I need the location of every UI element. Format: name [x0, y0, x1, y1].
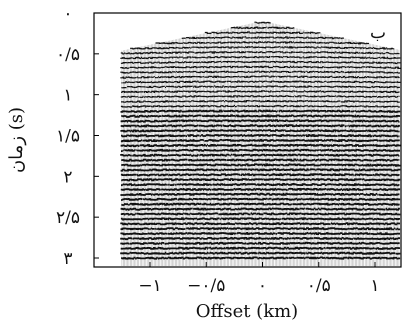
- reflector: [120, 138, 400, 143]
- reflector: [120, 119, 400, 123]
- reflector: [130, 46, 395, 50]
- reflector: [181, 36, 344, 40]
- reflector: [120, 75, 400, 79]
- x-tick-label: ۰: [258, 276, 267, 296]
- reflector: [230, 26, 295, 29]
- panel-label: ب: [370, 23, 386, 43]
- reflector: [121, 197, 401, 201]
- reflector: [120, 109, 401, 113]
- seismic-gather: [120, 21, 401, 266]
- reflector: [120, 129, 400, 133]
- reflector: [120, 192, 400, 196]
- x-tick-label: −۰/۵: [187, 276, 225, 296]
- reflector: [120, 251, 401, 255]
- reflector: [120, 124, 400, 128]
- reflector: [120, 95, 400, 98]
- reflector: [120, 232, 400, 236]
- reflector: [120, 168, 401, 172]
- reflector: [121, 100, 400, 103]
- x-tick-label: ۰/۵: [307, 276, 331, 296]
- reflector: [120, 70, 400, 74]
- reflector: [120, 207, 400, 211]
- y-tick-label: ۱: [63, 86, 72, 106]
- reflector: [120, 65, 401, 69]
- reflector: [120, 246, 400, 250]
- reflector: [120, 51, 400, 55]
- reflector: [121, 158, 400, 162]
- plot-border: [93, 12, 402, 268]
- reflector: [121, 85, 400, 89]
- reflector: [121, 90, 400, 94]
- reflector: [121, 114, 401, 118]
- y-axis: ۰ ۰/۵ ۱ ۱/۵ ۲ ۲/۵ ۳: [56, 4, 99, 269]
- x-tick-label: ۱: [370, 276, 379, 296]
- reflector: [120, 217, 400, 221]
- reflector: [120, 222, 400, 226]
- reflector: [120, 187, 401, 191]
- reflector: [121, 202, 400, 206]
- reflector: [120, 241, 400, 245]
- y-axis-title: زمان (s): [6, 107, 27, 173]
- reflector: [121, 148, 400, 152]
- reflector: [120, 236, 400, 241]
- reflector: [120, 56, 401, 60]
- y-tick-label: ۰/۵: [56, 45, 80, 65]
- reflector: [120, 60, 401, 65]
- reflector: [121, 80, 401, 84]
- y-tick-label: ۱/۵: [56, 127, 80, 147]
- reflector: [120, 104, 400, 108]
- y-tick-label: ۲: [63, 167, 72, 187]
- reflector: [121, 163, 401, 167]
- x-tick-label: −۱: [138, 276, 161, 296]
- reflector: [155, 41, 369, 45]
- reflector: [121, 183, 400, 187]
- y-tick-label: ۰: [63, 4, 72, 24]
- reflector: [120, 227, 401, 231]
- reflector: [121, 256, 401, 260]
- reflector: [254, 21, 271, 24]
- reflector: [121, 134, 400, 138]
- reflector: [120, 143, 401, 148]
- x-axis-title: Offset (km): [196, 301, 298, 322]
- plot-area: [93, 12, 402, 268]
- reflector: [120, 173, 400, 177]
- reflector: [121, 178, 401, 182]
- y-tick-label: ۳: [63, 249, 72, 269]
- y-tick-label: ۲/۵: [56, 208, 80, 228]
- reflector: [120, 212, 401, 216]
- x-axis: −۱ −۰/۵ ۰ ۰/۵ ۱: [138, 262, 380, 296]
- reflector: [204, 31, 321, 35]
- reflector: [120, 153, 400, 157]
